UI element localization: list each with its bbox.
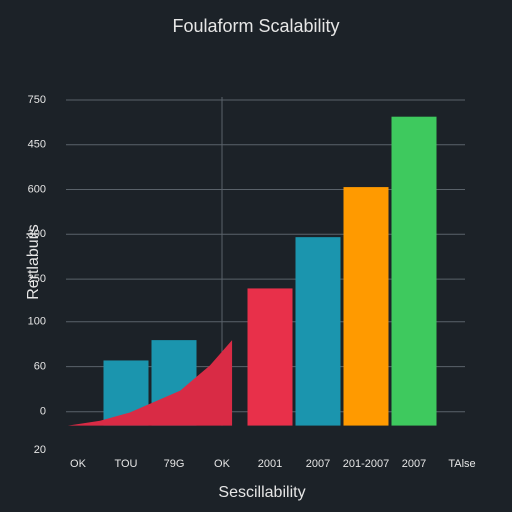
y-axis-label: Rertlabuils xyxy=(25,224,42,300)
y-tick-label: 250 xyxy=(28,273,46,285)
y-tick-label: 60 xyxy=(34,360,46,372)
x-tick-label: 2007 xyxy=(402,458,426,470)
x-axis-label: Sescillability xyxy=(218,484,305,501)
y-tick-label: 100 xyxy=(28,316,46,328)
x-tick-label: 2001 xyxy=(258,458,282,470)
bar xyxy=(247,288,293,426)
x-tick-label: 201-2007 xyxy=(343,458,390,470)
y-tick-label: 450 xyxy=(28,139,46,151)
chart-title: Foulaform Scalability xyxy=(172,16,339,36)
x-tick-label: 79G xyxy=(164,458,185,470)
x-tick-label: OK xyxy=(214,458,231,470)
x-tick-label: 2007 xyxy=(306,458,330,470)
area xyxy=(67,340,233,426)
y-tick-label: 300 xyxy=(28,228,46,240)
y-tick-label: 20 xyxy=(34,444,46,456)
x-tick-label: TAlse xyxy=(448,458,475,470)
x-tick-label: TOU xyxy=(114,458,137,470)
x-tick-label: OK xyxy=(70,458,87,470)
bar xyxy=(295,237,341,426)
y-tick-label: 600 xyxy=(28,183,46,195)
y-tick-label: 750 xyxy=(28,94,46,106)
bar xyxy=(391,116,437,426)
bar xyxy=(343,187,389,426)
y-tick-label: 0 xyxy=(40,406,46,418)
